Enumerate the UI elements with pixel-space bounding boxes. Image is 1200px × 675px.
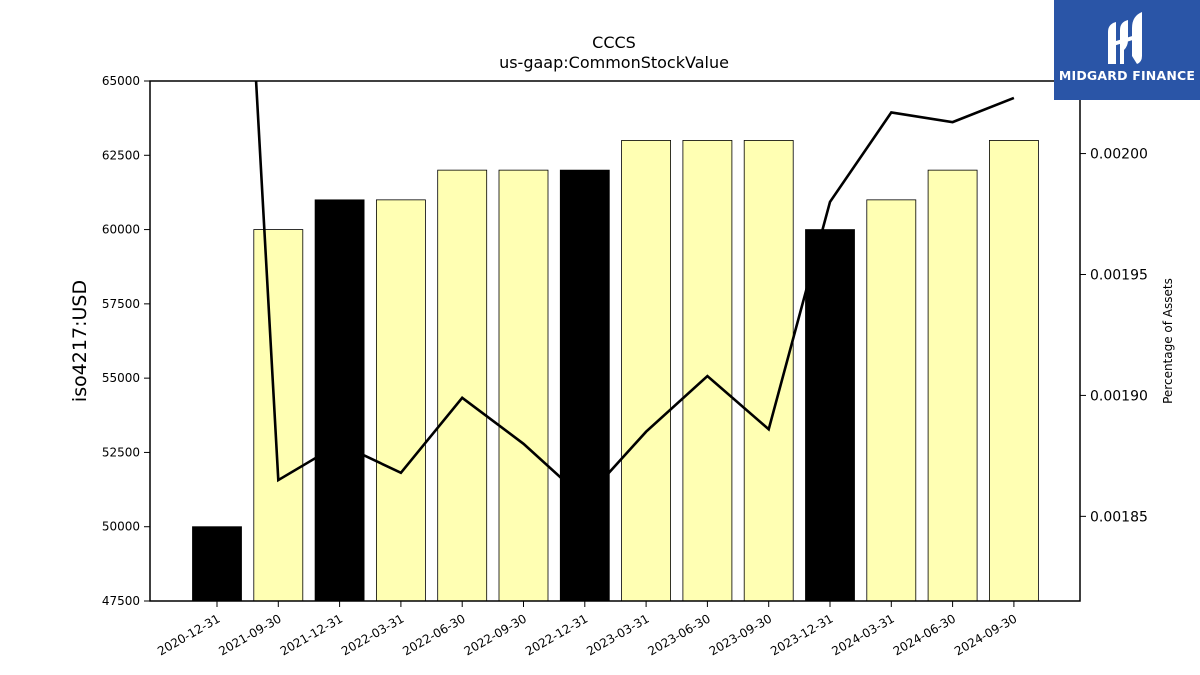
- y-tick-label: 57500: [102, 297, 140, 311]
- bar: [437, 169, 488, 602]
- bar-series: [192, 140, 1039, 602]
- x-tick-label: 2023-06-30: [645, 611, 712, 658]
- chart-subtitle: us-gaap:CommonStockValue: [499, 53, 729, 72]
- x-tick-label: 2024-06-30: [891, 611, 958, 658]
- midgard-logo-icon: [1108, 12, 1142, 64]
- midgard-finance-logo: MIDGARD FINANCE: [1054, 0, 1200, 100]
- y-tick-label: 60000: [102, 223, 140, 237]
- y2-tick-label: 0.00200: [1090, 147, 1148, 163]
- x-tick-label: 2021-12-31: [278, 611, 345, 658]
- bar: [375, 199, 426, 602]
- plot-frame: [149, 80, 1081, 602]
- chart-title: CCCS: [592, 33, 636, 52]
- y-tick-label: 50000: [102, 520, 140, 534]
- x-tick-label: 2022-06-30: [400, 611, 467, 658]
- bar: [743, 140, 794, 602]
- y-tick-label: 65000: [102, 74, 140, 88]
- bar: [253, 229, 304, 602]
- y-tick-label: 52500: [102, 445, 140, 459]
- bar: [927, 169, 978, 602]
- y2-tick-label: 0.00185: [1090, 509, 1148, 525]
- x-tick-label: 2023-12-31: [768, 611, 835, 658]
- bar: [498, 169, 549, 602]
- bar: [989, 140, 1039, 602]
- line-series: [254, 81, 1015, 502]
- y-tick-label: 62500: [102, 148, 140, 162]
- y2-tick-label: 0.00195: [1090, 267, 1148, 283]
- logo-text: MIDGARD FINANCE: [1058, 68, 1196, 83]
- x-tick-label: 2020-12-31: [155, 611, 222, 658]
- bar: [621, 140, 671, 602]
- bar: [682, 140, 733, 602]
- x-tick-label: 2022-09-30: [462, 611, 529, 658]
- y2-tick-label: 0.00190: [1090, 388, 1148, 404]
- bar: [192, 526, 242, 602]
- bar: [805, 229, 855, 602]
- bar: [314, 199, 365, 602]
- x-tick-label: 2023-03-31: [584, 611, 651, 658]
- x-tick-label: 2024-09-30: [952, 611, 1019, 658]
- y2-axis-label: Percentage of Assets: [1161, 278, 1175, 404]
- line-path: [254, 81, 1015, 502]
- y-axis-label: iso4217:USD: [69, 280, 91, 402]
- x-tick-label: 2024-03-31: [829, 611, 896, 658]
- bar: [559, 169, 610, 602]
- x-tick-label: 2022-03-31: [339, 611, 406, 658]
- y-tick-label: 55000: [102, 371, 140, 385]
- x-tick-label: 2021-09-30: [216, 611, 283, 658]
- bar: [866, 199, 917, 602]
- y-tick-label: 47500: [102, 594, 140, 608]
- x-tick-label: 2022-12-31: [523, 611, 590, 658]
- x-tick-label: 2023-09-30: [707, 611, 774, 658]
